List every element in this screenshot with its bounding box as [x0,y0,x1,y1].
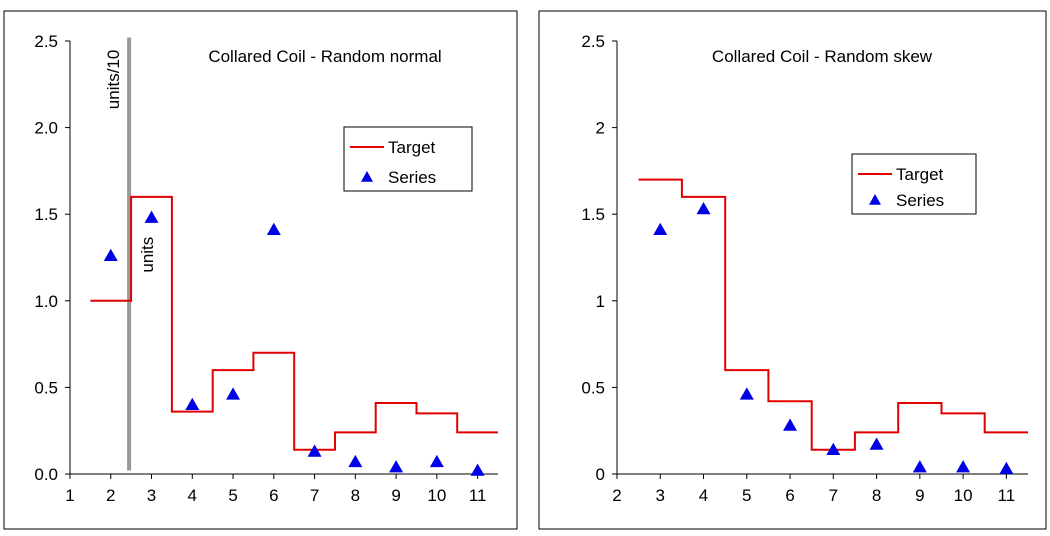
y-tick-label: 2.5 [34,32,58,51]
x-tick-label: 11 [469,486,487,505]
x-tick-label: 7 [310,486,319,505]
y-tick-label: 2.0 [34,119,58,138]
legend-target-label: Target [896,165,944,184]
chart-title: Collared Coil - Random skew [712,47,933,66]
chart-frame [3,10,518,530]
x-tick-label: 4 [699,486,708,505]
y-tick-label: 0.5 [34,378,58,397]
legend-series-swatch [361,171,373,182]
legend-target-label: Target [388,138,436,157]
chart-title: Collared Coil - Random normal [208,47,441,66]
series-marker [956,460,971,473]
x-tick-label: 6 [785,486,794,505]
series-marker [696,202,711,215]
x-tick-label: 4 [188,486,197,505]
series-marker [307,444,322,457]
series-target-line [90,195,498,451]
y-tick-label: 0.0 [34,465,58,484]
x-tick-label: 3 [656,486,665,505]
series-marker [103,248,118,262]
x-tick-label: 9 [915,486,924,505]
annotation-units-per-10: units/10 [104,50,123,110]
series-marker [144,210,159,223]
chart-panel-2: 0 0.5 1 1.5 2 2.5 2 3 4 5 6 7 8 9 10 11 Collared Coil - … [538,10,1047,530]
x-tick-label: 1 [65,486,74,505]
chart-panel-1: 0.0 0.5 1.0 1.5 2.0 2.5 1 2 3 4 5 6 7 8 9 10 11 Collared … [3,10,518,530]
y-tick-label: 0 [596,465,605,484]
series-marker [653,222,668,236]
y-tick-label: 2 [596,119,605,138]
x-tick-label: 11 [998,486,1016,505]
series-marker [739,387,754,400]
y-tick-label: 1 [596,292,605,311]
x-tick-label: 3 [147,486,156,505]
x-tick-label: 9 [391,486,400,505]
series-marker [389,460,404,473]
series-marker [783,418,798,431]
x-tick-label: 2 [612,486,621,505]
x-tick-label: 6 [269,486,278,505]
series-marker [912,460,927,473]
series-marker [266,222,281,236]
y-tick-label: 1.5 [34,205,58,224]
x-tick-label: 2 [106,486,115,505]
series-target-line [638,178,1028,451]
y-tick-label: 1.0 [34,292,58,311]
chart-frame [538,10,1047,530]
x-tick-label: 10 [427,486,446,505]
series-marker [470,463,485,476]
series-marker [348,454,363,468]
x-tick-label: 8 [872,486,881,505]
annotation-units: units [138,237,157,273]
series-marker [999,461,1014,475]
legend-series-swatch [869,194,881,205]
series-marker [429,454,444,468]
x-tick-label: 7 [829,486,838,505]
y-tick-label: 2.5 [581,32,605,51]
y-tick-label: 0.5 [581,378,605,397]
x-tick-label: 10 [954,486,973,505]
x-tick-label: 8 [351,486,360,505]
series-marker [826,442,841,456]
legend-series-label: Series [896,191,944,210]
series-marker [226,387,241,400]
x-tick-label: 5 [228,486,237,505]
series-marker [185,397,200,410]
legend-series-label: Series [388,168,436,187]
y-tick-label: 1.5 [581,205,605,224]
x-tick-label: 5 [742,486,751,505]
series-marker [869,437,884,450]
